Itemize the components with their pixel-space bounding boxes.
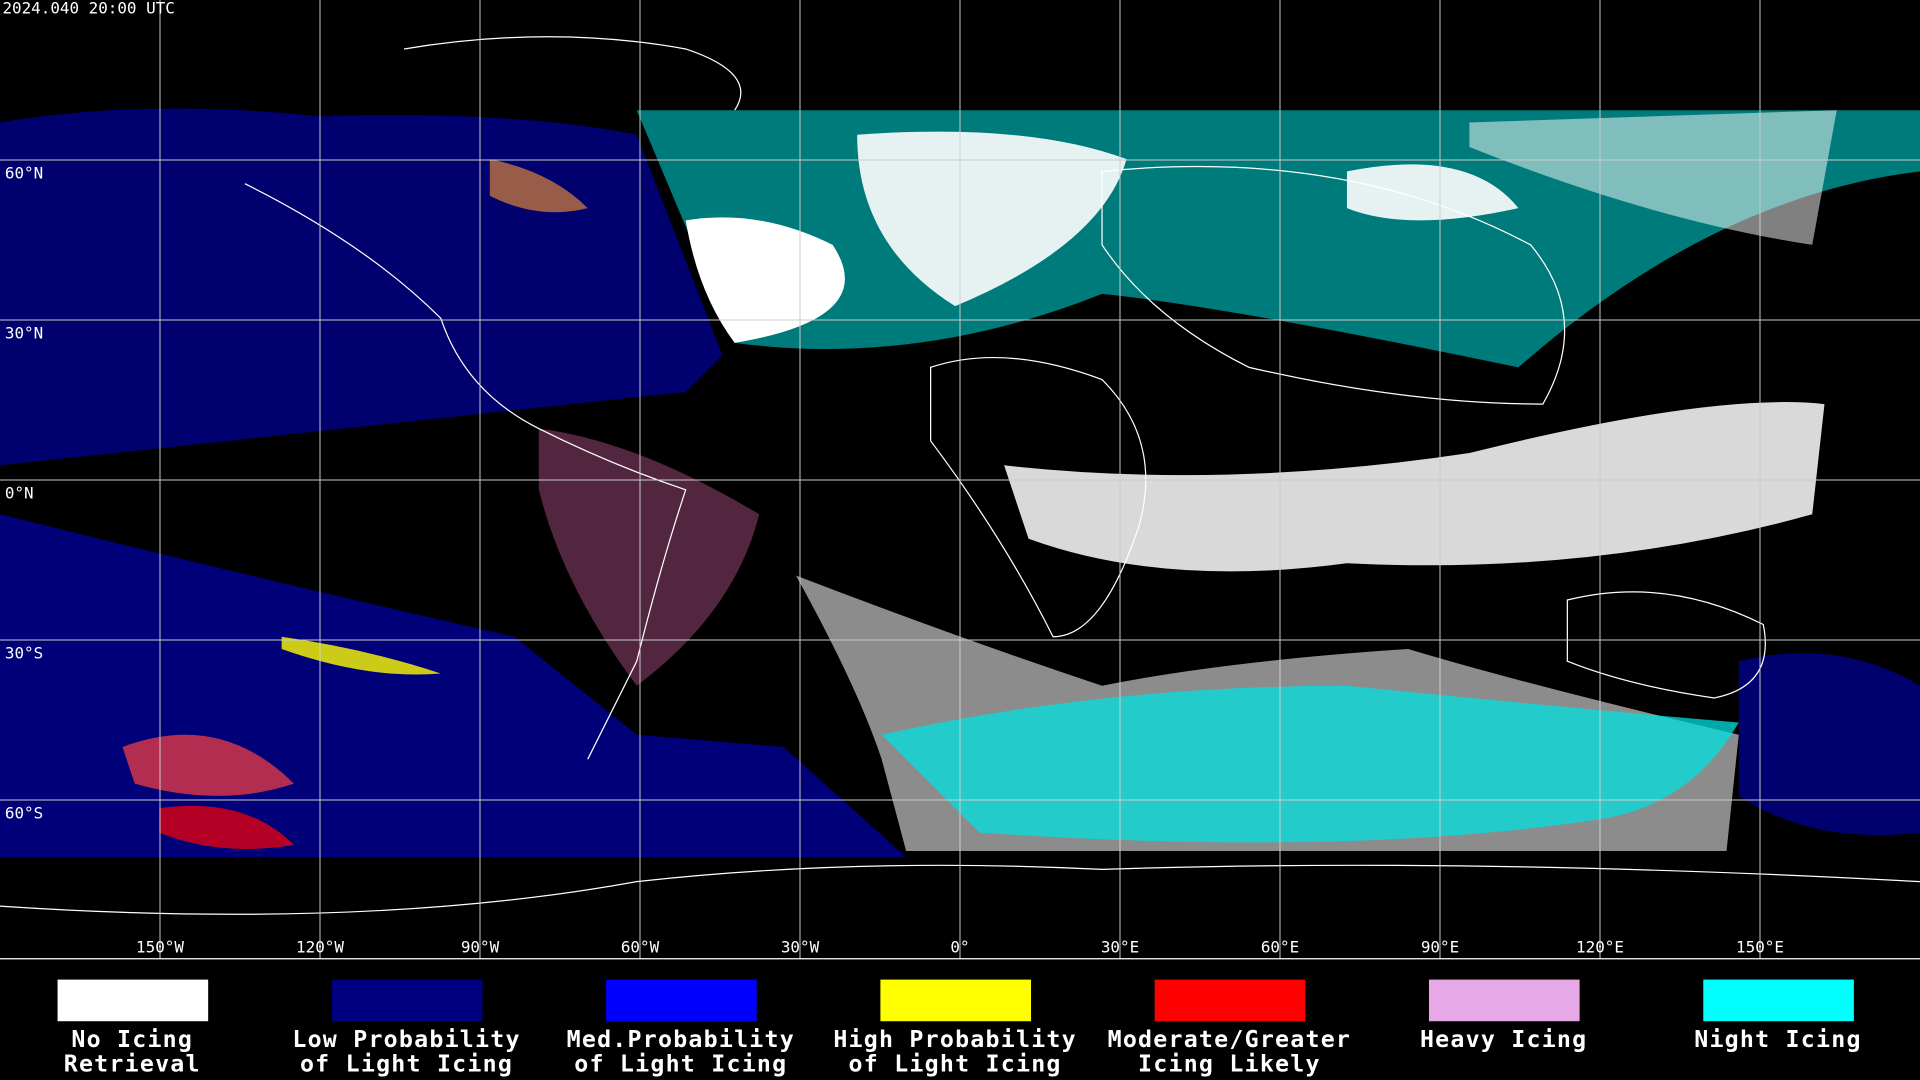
legend-label: of Light Icing	[574, 1050, 787, 1077]
coastline	[244, 183, 687, 760]
lon-label: 90°E	[1421, 938, 1459, 957]
graticule: 150°W 120°W 90°W 60°W 30°W 0° 30°E 60°E 90°E 120°…	[0, 0, 1920, 959]
lat-label: 60°S	[5, 803, 43, 822]
imagery	[0, 36, 1920, 915]
timestamp: 2024.040 20:00 UTC	[2, 0, 174, 17]
legend-label: High Probability	[833, 1026, 1077, 1053]
icing-region	[1738, 653, 1920, 836]
legend-label: Icing Likely	[1138, 1050, 1321, 1077]
lat-label: 0°N	[5, 483, 34, 502]
legend-swatch	[880, 979, 1032, 1022]
lon-label: 90°W	[461, 938, 500, 957]
legend-label: Heavy Icing	[1420, 1026, 1587, 1053]
lon-label: 60°E	[1261, 938, 1299, 957]
icing-region	[489, 159, 588, 213]
legend-label: No Icing	[71, 1026, 193, 1053]
lon-label: 60°W	[621, 938, 660, 957]
coastline	[1566, 591, 1766, 699]
legend-label: Med.Probability	[567, 1026, 795, 1053]
legend-swatch	[1154, 979, 1306, 1022]
legend-label: Moderate/Greater	[1108, 1026, 1352, 1053]
icing-region	[281, 636, 441, 675]
no-icing	[685, 217, 845, 343]
coastline	[930, 356, 1147, 638]
legend-label: Low Probability	[292, 1026, 520, 1053]
coastline	[403, 36, 742, 111]
night-icing	[881, 685, 1739, 843]
lon-label: 150°W	[136, 938, 184, 957]
lat-label: 60°N	[5, 163, 43, 182]
lon-label: 30°E	[1101, 938, 1139, 957]
lon-label: 30°W	[781, 938, 820, 957]
legend-swatch	[1428, 979, 1580, 1022]
legend-swatch	[606, 979, 757, 1022]
icing-region	[122, 734, 294, 796]
lon-label: 150°E	[1736, 938, 1784, 957]
legend-swatch	[331, 979, 483, 1022]
no-icing	[1346, 164, 1519, 221]
icing-region	[159, 805, 294, 849]
no-icing	[1004, 402, 1825, 572]
lat-label: 30°S	[5, 643, 43, 662]
legend-label: Night Icing	[1694, 1026, 1861, 1053]
coastline	[0, 864, 1920, 915]
legend-swatch	[57, 979, 209, 1022]
no-icing	[857, 131, 1127, 307]
lon-label: 120°E	[1576, 938, 1624, 957]
coastline	[1101, 165, 1566, 405]
no-icing	[1469, 110, 1837, 245]
lon-label: 0°	[950, 938, 969, 957]
icing-region	[538, 428, 760, 686]
legend-swatch	[1703, 979, 1854, 1022]
legend-label: of Light Icing	[849, 1050, 1062, 1077]
lat-label: 30°N	[5, 323, 43, 342]
legend-label: Retrieval	[64, 1050, 201, 1077]
lon-label: 120°W	[296, 938, 344, 957]
legend-label: of Light Icing	[300, 1050, 513, 1077]
